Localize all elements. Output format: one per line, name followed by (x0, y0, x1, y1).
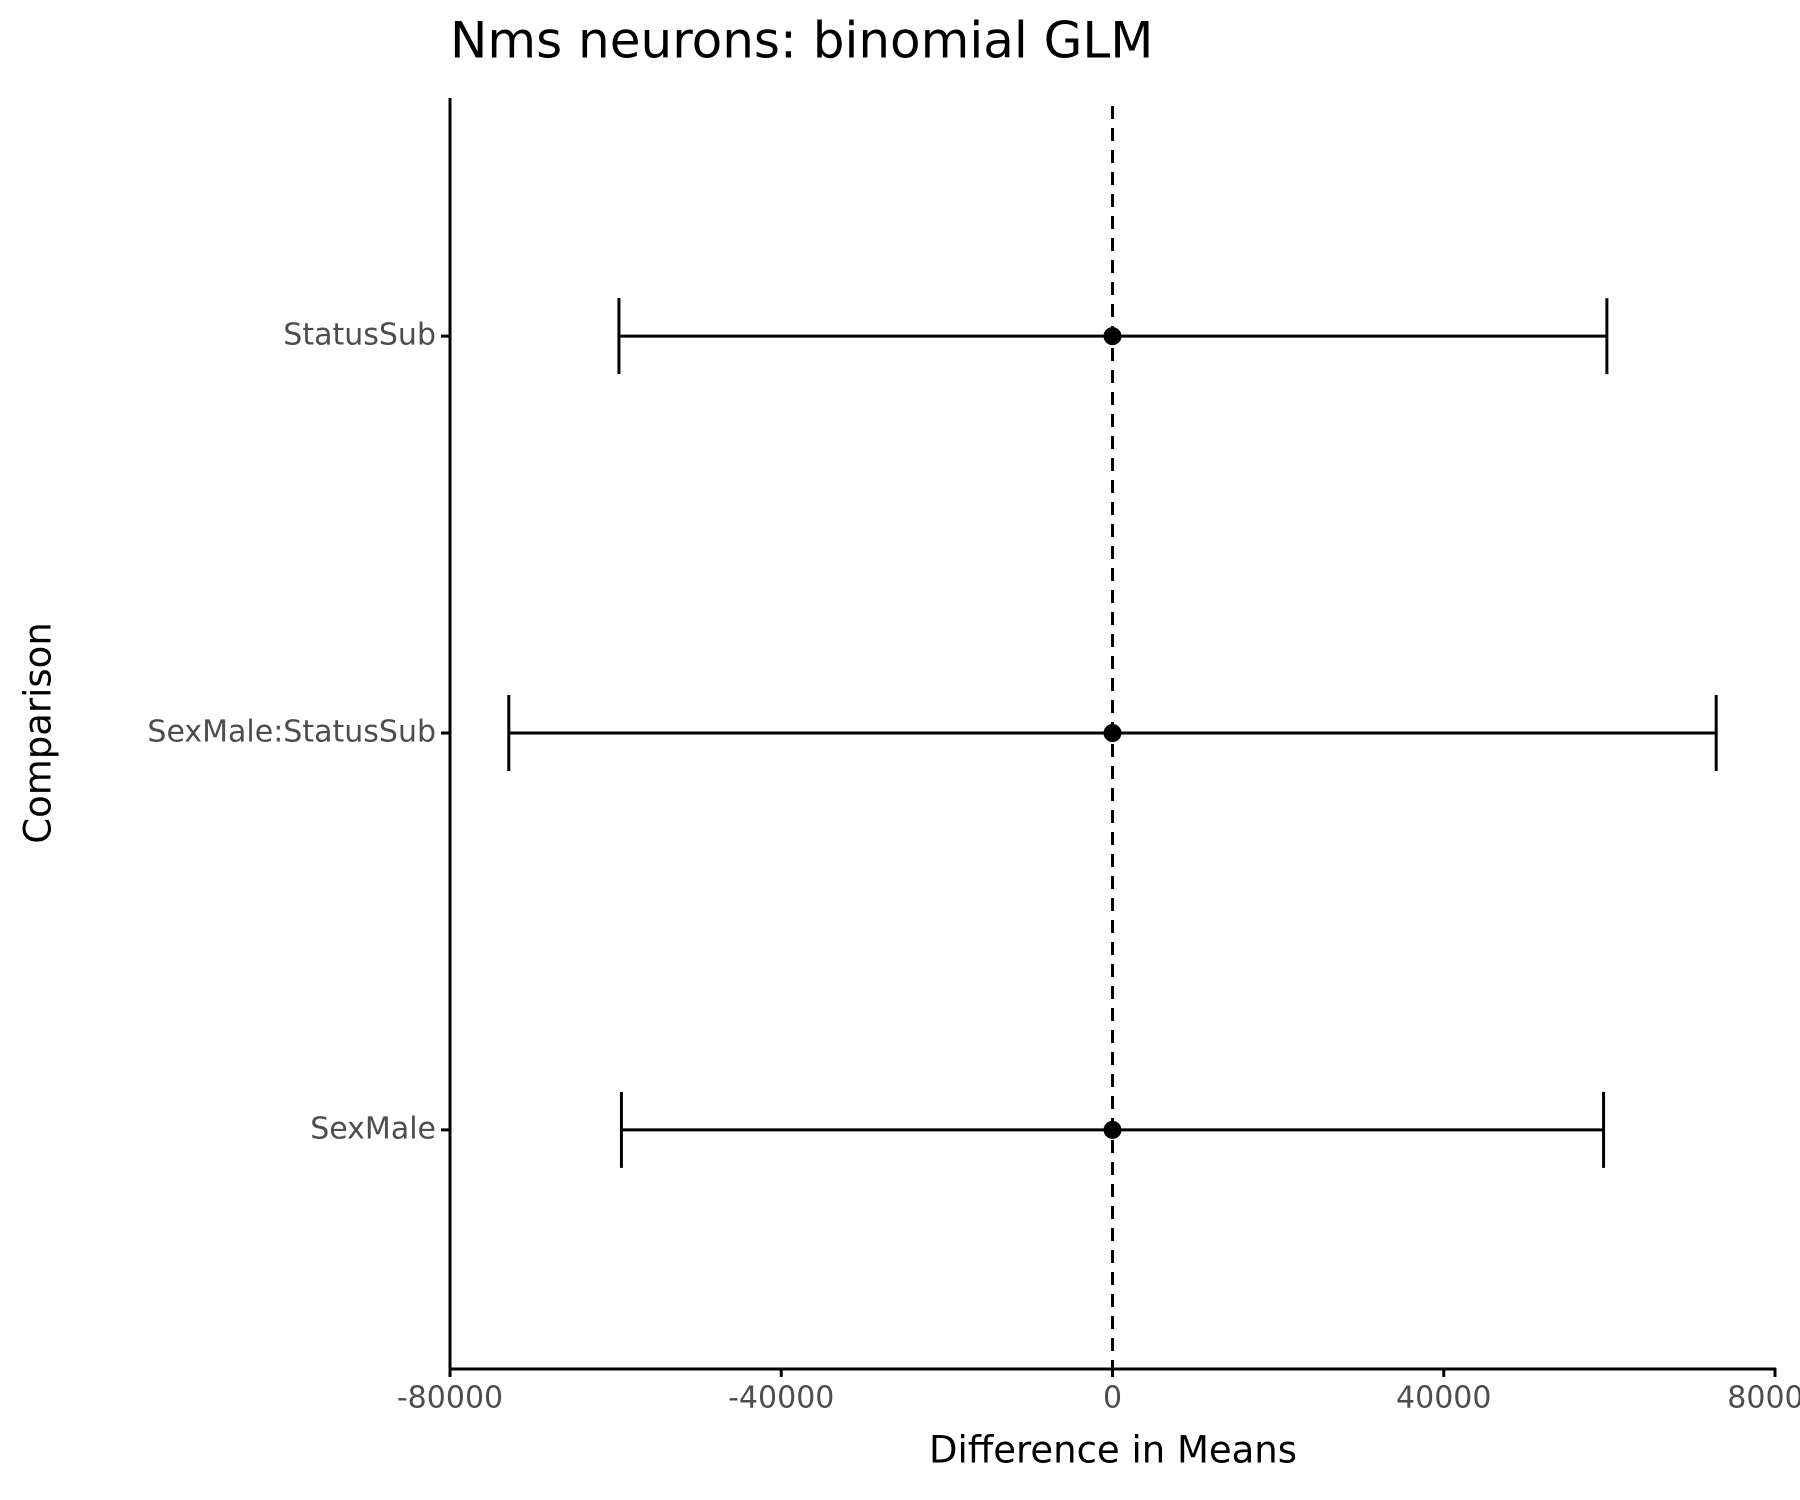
x-axis-title: Difference in Means (929, 1429, 1297, 1472)
point (1103, 327, 1122, 346)
y-tick-label: StatusSub (283, 318, 436, 353)
point (1103, 724, 1122, 742)
chart-title: Nms neurons: binomial GLM (450, 12, 1153, 70)
x-tick-label: -40000 (728, 1381, 834, 1416)
y-tick-label: SexMale:StatusSub (147, 715, 436, 750)
x-tick-label: 40000 (1396, 1381, 1491, 1416)
point (1103, 1120, 1122, 1139)
y-axis-title: Comparison (17, 622, 60, 844)
y-tick-label: SexMale (310, 1111, 436, 1146)
x-tick-label: 0 (1103, 1381, 1122, 1416)
x-tick-label: -80000 (397, 1381, 503, 1416)
x-tick-label: 80000 (1727, 1381, 1800, 1416)
